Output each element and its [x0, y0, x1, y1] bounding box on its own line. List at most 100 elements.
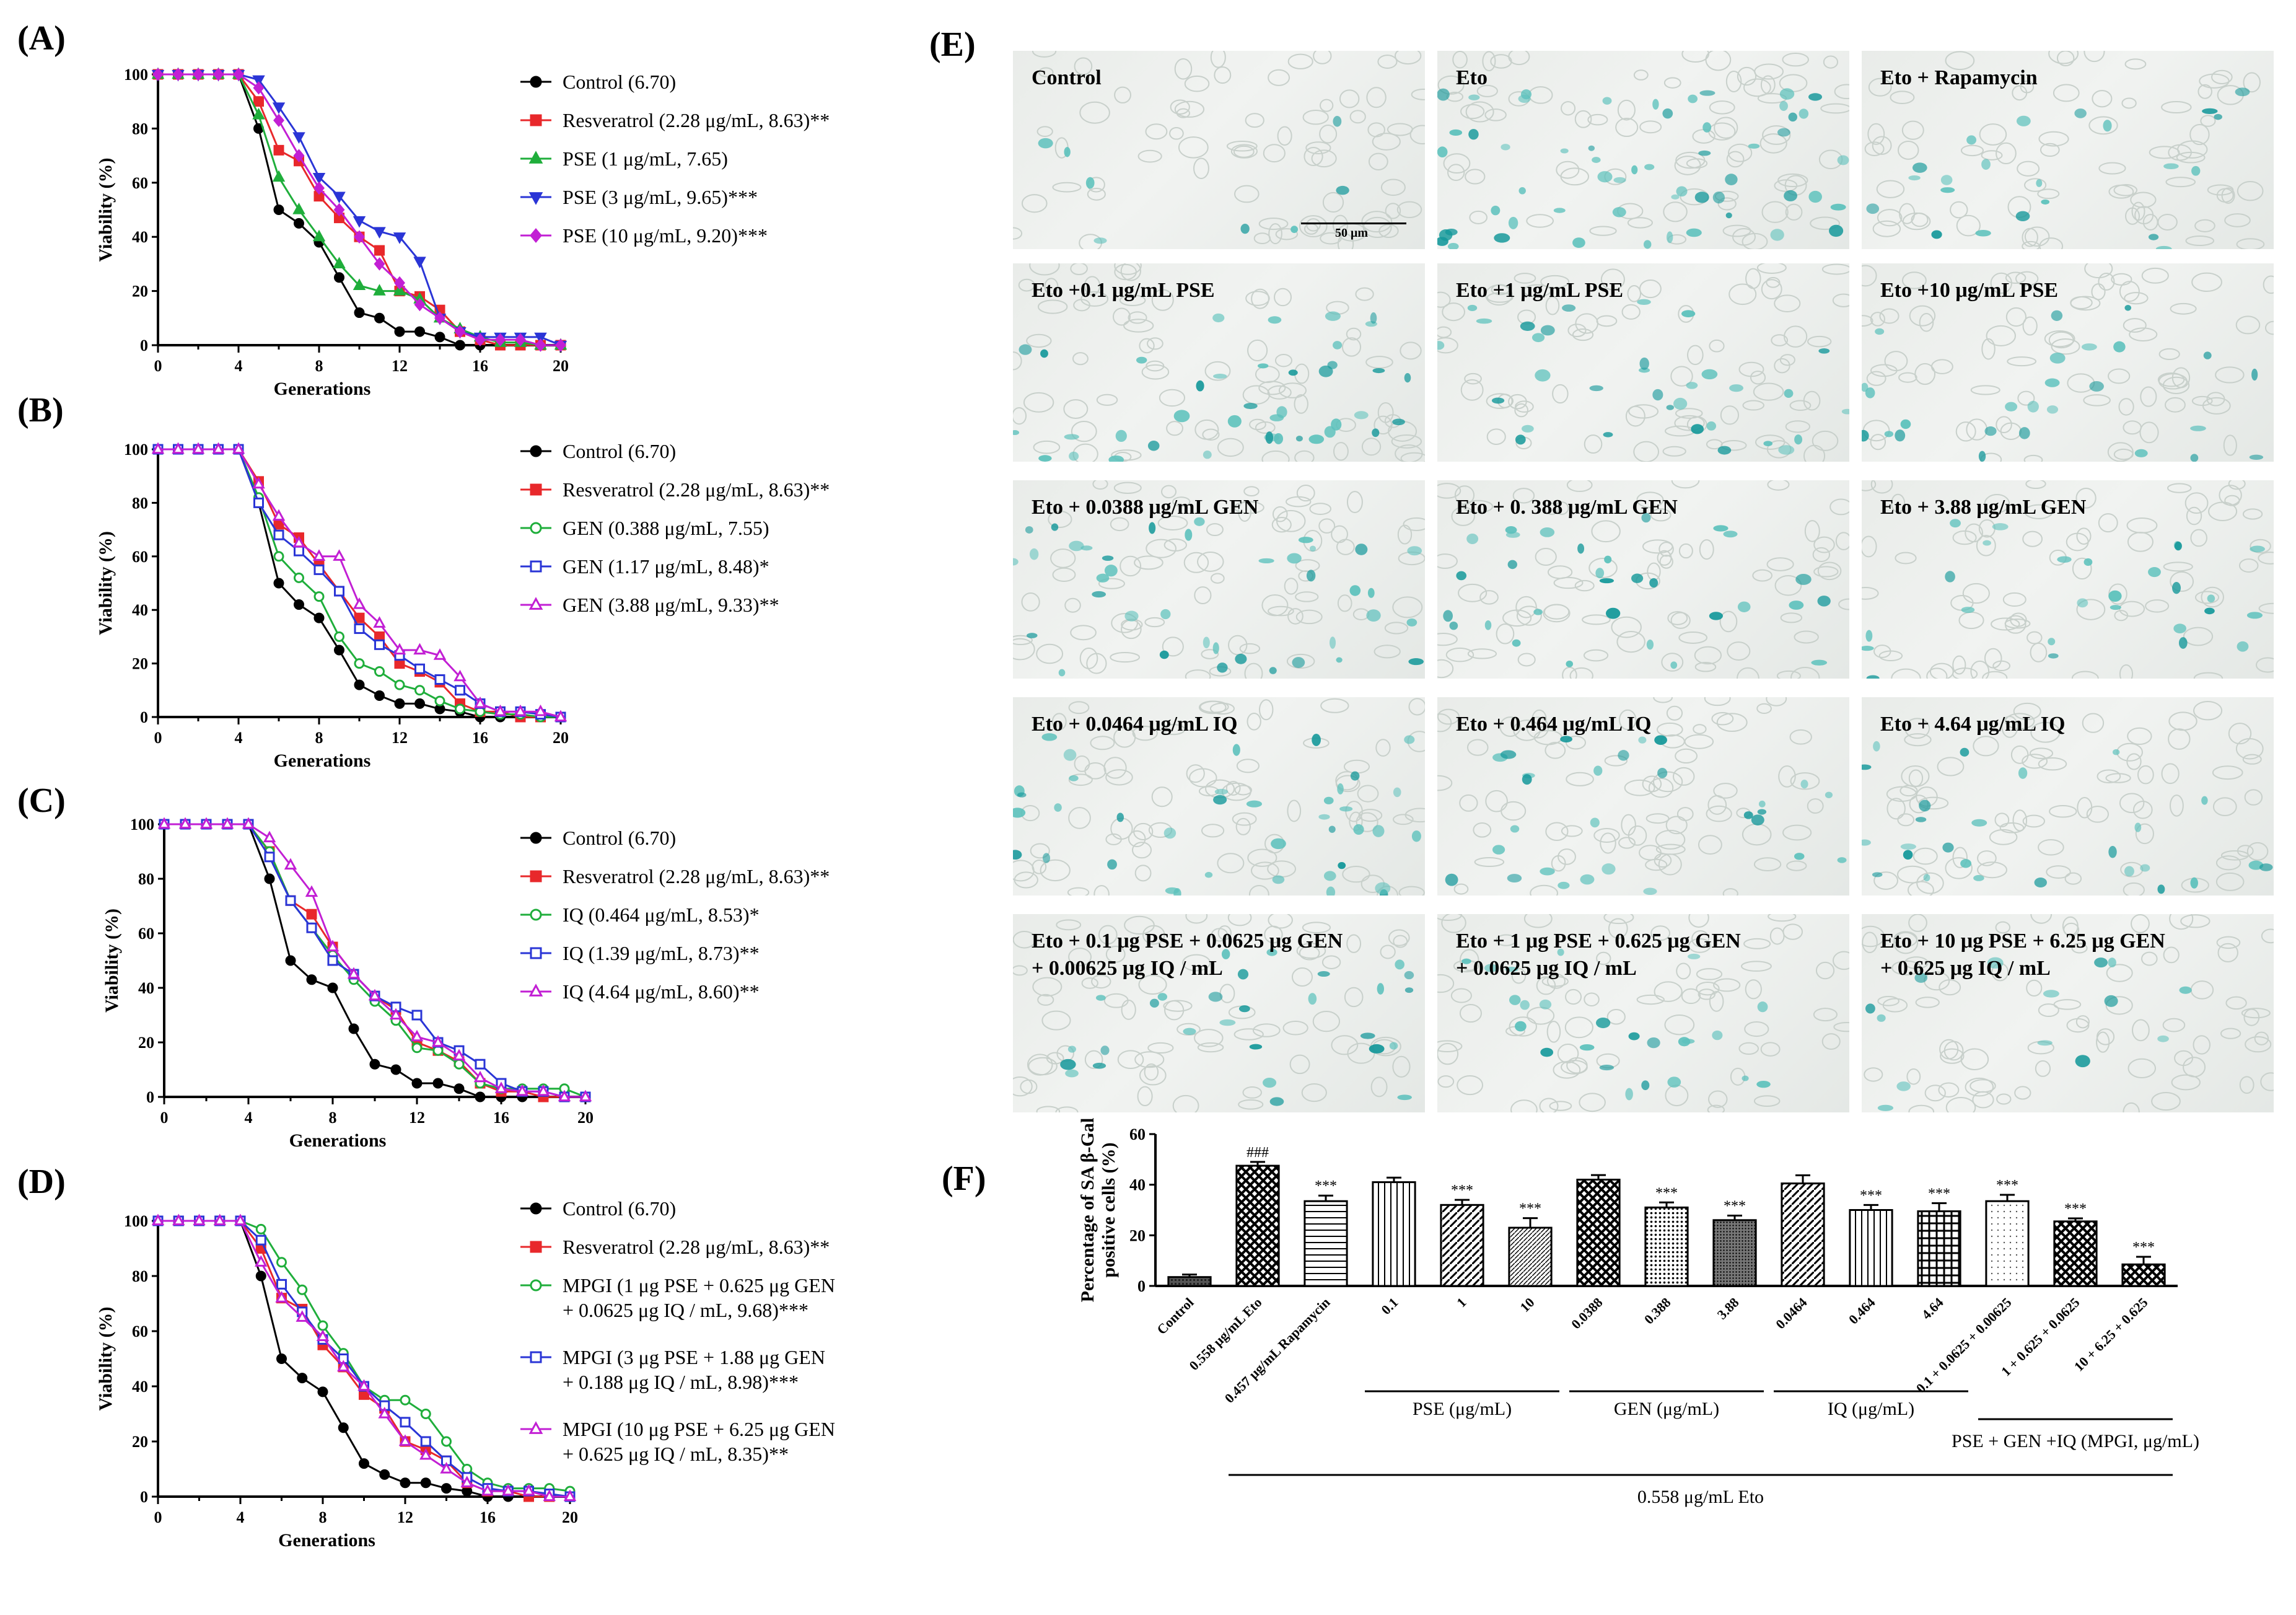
unstained-cell: [1029, 263, 1060, 276]
unstained-cell: [1018, 278, 1035, 292]
unstained-cell: [1762, 125, 1791, 145]
stained-cell: [1756, 1080, 1771, 1088]
data-point: [157, 817, 171, 829]
unstained-cell: [1600, 832, 1616, 854]
stained-cell: [1540, 325, 1555, 336]
data-point: [394, 326, 405, 337]
unstained-cell: [1650, 508, 1672, 522]
unstained-cell: [1661, 653, 1684, 672]
unstained-cell: [1891, 493, 1906, 513]
unstained-cell: [2193, 1035, 2211, 1055]
unstained-cell: [1072, 352, 1089, 366]
unstained-cell: [2014, 1086, 2031, 1100]
unstained-cell: [1566, 480, 1593, 492]
unstained-cell: [1544, 502, 1559, 515]
unstained-cell: [1349, 110, 1366, 124]
stained-cell: [1678, 1037, 1691, 1047]
x-tick-label: 0: [160, 1109, 169, 1127]
unstained-cell: [2157, 213, 2178, 231]
stained-cell: [1865, 1003, 1875, 1014]
data-point: [475, 1091, 486, 1102]
stained-cell: [2048, 638, 2056, 646]
data-point: [354, 679, 365, 690]
micrograph-label: Eto + Rapamycin: [1880, 66, 2038, 89]
stained-cell: [1751, 814, 1764, 825]
x-tick-label: 4: [245, 1109, 253, 1127]
unstained-cell: [1966, 418, 1988, 441]
stained-cell: [1808, 190, 1822, 203]
unstained-cell: [1464, 372, 1482, 385]
unstained-cell: [1785, 203, 1803, 221]
unstained-cell: [1259, 699, 1274, 721]
unstained-cell: [1981, 150, 2003, 161]
unstained-cell: [2168, 728, 2191, 750]
unstained-cell: [1090, 736, 1115, 750]
data-point: [333, 191, 346, 204]
data-point: [419, 1448, 432, 1460]
unstained-cell: [1776, 670, 1801, 679]
unstained-cell: [1717, 197, 1737, 211]
stained-cell: [1862, 646, 1874, 651]
y-tick-label: 20: [132, 283, 148, 301]
stained-cell: [1288, 369, 1298, 376]
unstained-cell: [1486, 428, 1506, 446]
unstained-cell: [1691, 930, 1709, 948]
stained-cell: [1494, 233, 1510, 243]
unstained-cell: [2193, 672, 2224, 679]
data-point: [357, 1379, 370, 1391]
unstained-cell: [2190, 529, 2207, 547]
unstained-cell: [1242, 385, 1271, 405]
stained-cell: [1269, 1097, 1284, 1106]
unstained-cell: [2174, 1050, 2193, 1067]
unstained-cell: [1392, 596, 1423, 618]
panel-label-d: (D): [17, 1163, 66, 1201]
unstained-cell: [1972, 1091, 1994, 1109]
unstained-cell: [1403, 517, 1425, 531]
unstained-cell: [1515, 596, 1537, 618]
unstained-cell: [1070, 625, 1097, 641]
series-line: [164, 823, 585, 1098]
unstained-cell: [1193, 157, 1209, 179]
data-point: [199, 817, 213, 829]
unstained-cell: [2038, 757, 2067, 771]
stained-cell: [1865, 387, 1875, 398]
unstained-cell: [1185, 914, 1208, 924]
legend-label: GEN (3.88 μg/mL, 9.33)**: [563, 594, 779, 616]
unstained-cell: [1955, 421, 1976, 442]
data-point: [411, 1010, 423, 1021]
unstained-cell: [1813, 566, 1839, 578]
unstained-cell: [2161, 763, 2180, 785]
unstained-cell: [1681, 51, 1710, 63]
legend-c: Control (6.70)Resveratrol (2.28 μg/mL, 8…: [520, 827, 830, 1003]
unstained-cell: [1926, 667, 1948, 679]
unstained-cell: [1645, 813, 1670, 824]
stained-cell: [1593, 765, 1603, 776]
stained-cell: [1595, 568, 1605, 579]
unstained-cell: [2022, 814, 2046, 828]
unstained-cell: [1545, 296, 1560, 315]
cell-texture: [1862, 700, 2273, 896]
data-point: [276, 1353, 287, 1364]
unstained-cell: [1296, 943, 1326, 959]
unstained-cell: [1952, 847, 1968, 868]
unstained-cell: [1670, 366, 1693, 387]
data-point: [414, 698, 425, 709]
unstained-cell: [1344, 987, 1364, 1008]
stained-cell: [1331, 418, 1342, 431]
series-line: [158, 448, 561, 718]
bar: [2053, 1220, 2098, 1287]
data-point: [253, 81, 265, 95]
unstained-cell: [1358, 809, 1383, 822]
unstained-cell: [2190, 980, 2214, 1000]
stained-cell: [1960, 859, 1972, 868]
unstained-cell: [2215, 872, 2245, 891]
unstained-cell: [1305, 141, 1331, 154]
stained-cell: [1389, 1042, 1398, 1050]
unstained-cell: [1217, 853, 1245, 874]
unstained-cell: [1674, 156, 1701, 175]
unstained-cell: [1021, 194, 1048, 213]
unstained-cell: [1068, 701, 1090, 715]
unstained-cell: [1274, 288, 1292, 307]
data-point: [454, 1058, 465, 1070]
